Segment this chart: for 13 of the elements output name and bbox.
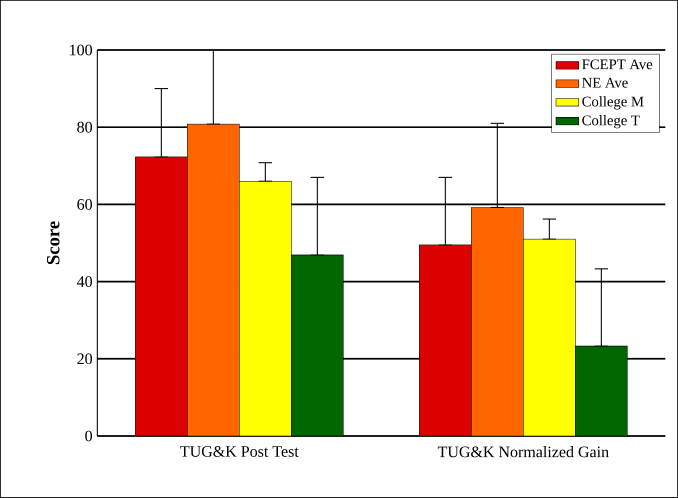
x-tick-label: TUG&K Normalized Gain xyxy=(438,446,609,458)
y-tick-label: 80 xyxy=(77,122,92,133)
y-tick-label: 100 xyxy=(70,44,92,56)
y-tick-label: 0 xyxy=(85,430,92,442)
legend-label: College M xyxy=(582,96,644,110)
y-axis-title: Score xyxy=(46,221,60,264)
y-tick-label: 60 xyxy=(77,198,92,210)
y-tick-label: 20 xyxy=(77,353,92,364)
legend-label: NE Ave xyxy=(582,78,628,88)
x-tick-label: TUG&K Post Test xyxy=(180,446,299,457)
legend-label: College T xyxy=(582,115,640,128)
y-tick-label: 40 xyxy=(76,276,92,287)
legend-label: FCEPT Ave xyxy=(582,59,652,70)
